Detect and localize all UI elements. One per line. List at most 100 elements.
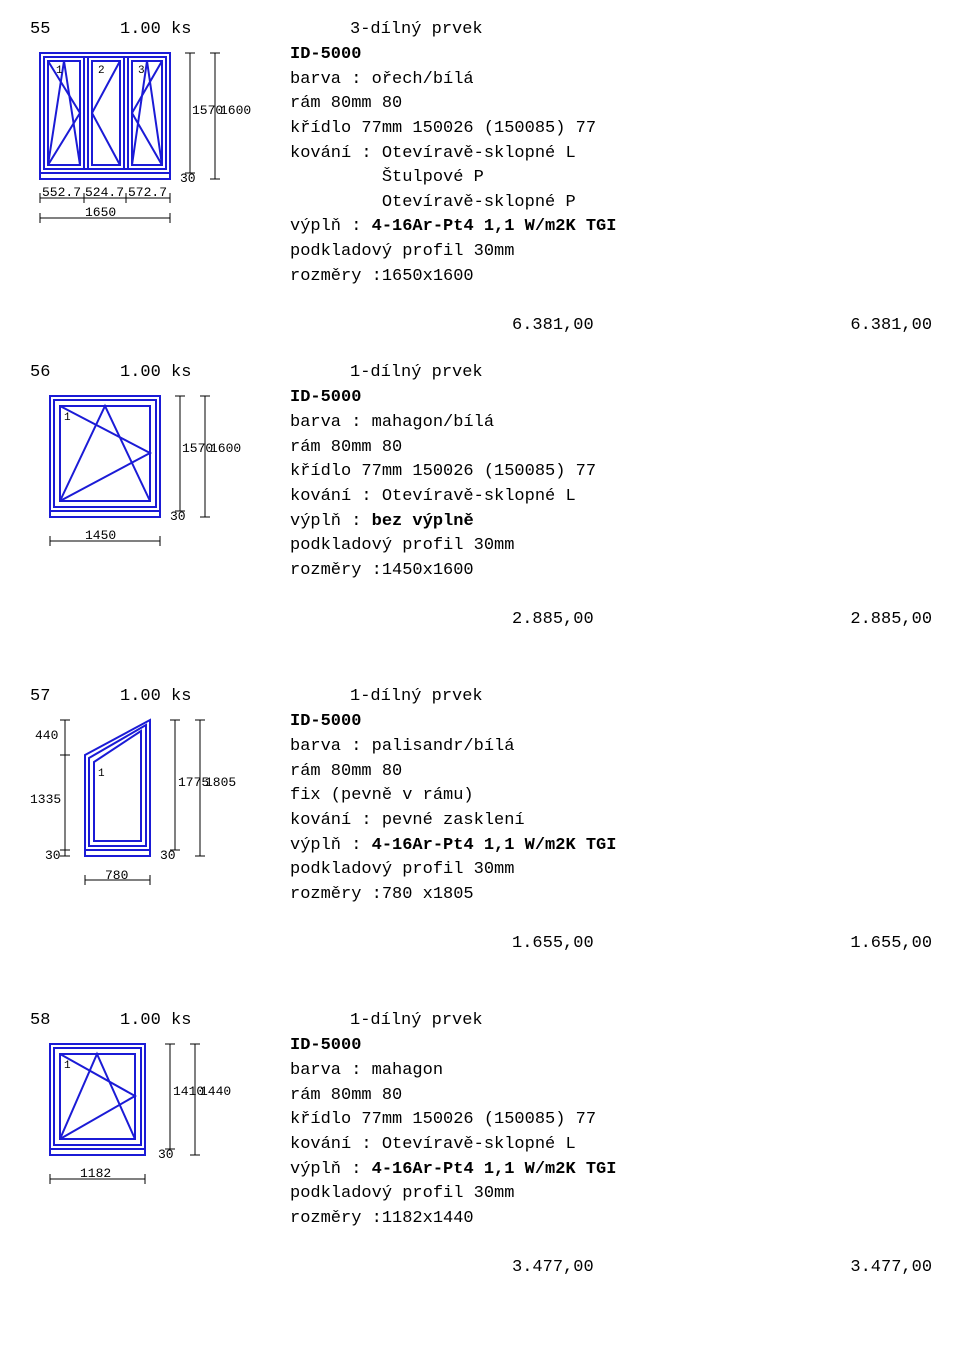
dim-label: 780 <box>105 868 128 883</box>
item-title: 1-dílný prvek <box>290 687 483 706</box>
spec-line: kování : Otevíravě-sklopné L <box>290 485 942 510</box>
spec-text: ID-5000 barva : mahagon rám 80mm 80 kříd… <box>290 1034 942 1305</box>
spec-line: rám 80mm 80 <box>290 92 942 117</box>
price-total: 1.655,00 <box>812 932 932 957</box>
item-header: 56 1.00 ks 1-dílný prvek <box>30 363 930 382</box>
svg-text:3: 3 <box>138 65 145 77</box>
spec-line: barva : ořech/bílá <box>290 68 942 93</box>
quantity: 1.00 ks <box>60 20 290 39</box>
spec-line: barva : mahagon <box>290 1059 942 1084</box>
price-unit: 6.381,00 <box>392 314 812 339</box>
drawing-57: 1 <box>30 710 280 910</box>
item-56: 56 1.00 ks 1-dílný prvek 1 <box>30 363 930 657</box>
dim-label: 1600 <box>220 103 251 118</box>
spec-line: rám 80mm 80 <box>290 1084 942 1109</box>
product-id: ID-5000 <box>290 386 942 411</box>
quantity: 1.00 ks <box>60 687 290 706</box>
item-title: 1-dílný prvek <box>290 1011 483 1030</box>
item-header: 58 1.00 ks 1-dílný prvek <box>30 1011 930 1030</box>
spec-line: rám 80mm 80 <box>290 760 942 785</box>
dim-label: 1570 <box>182 441 213 456</box>
dim-label: 1182 <box>80 1166 111 1181</box>
dim-label: 1450 <box>85 528 116 543</box>
pos-number: 56 <box>30 363 60 382</box>
spec-line: rozměry :1182x1440 <box>290 1207 942 1232</box>
fill-label: výplň : <box>290 836 372 855</box>
pos-number: 55 <box>30 20 60 39</box>
spec-line: podkladový profil 30mm <box>290 858 942 883</box>
item-title: 1-dílný prvek <box>290 363 483 382</box>
dim-label: 30 <box>180 171 196 186</box>
price-unit: 1.655,00 <box>392 932 812 957</box>
price-row: 3.477,003.477,00 <box>290 1232 942 1306</box>
pos-number: 58 <box>30 1011 60 1030</box>
dim-label: 1570 <box>192 103 223 118</box>
dim-label: 1335 <box>30 792 61 807</box>
price-row: 6.381,006.381,00 <box>290 289 942 363</box>
fill-value: 4-16Ar-Pt4 1,1 W/m2K TGI <box>372 836 617 855</box>
page: 55 1.00 ks 3-dílný prvek <box>0 0 960 1345</box>
dim-label: 30 <box>170 509 186 524</box>
spec-text: ID-5000 barva : palisandr/bílá rám 80mm … <box>290 710 942 981</box>
item-header: 55 1.00 ks 3-dílný prvek <box>30 20 930 39</box>
spec-line: Štulpové P <box>290 166 942 191</box>
fill-line: výplň : 4-16Ar-Pt4 1,1 W/m2K TGI <box>290 1158 942 1183</box>
svg-text:1: 1 <box>64 412 71 424</box>
spec-line: Otevíravě-sklopné P <box>290 191 942 216</box>
fill-label: výplň : <box>290 512 372 531</box>
spec-line: podkladový profil 30mm <box>290 534 942 559</box>
product-id: ID-5000 <box>290 43 942 68</box>
fill-label: výplň : <box>290 1160 372 1179</box>
product-id: ID-5000 <box>290 1034 942 1059</box>
fill-label: výplň : <box>290 217 372 236</box>
svg-text:2: 2 <box>98 65 105 77</box>
dim-label: 440 <box>35 728 58 743</box>
dim-label: 1650 <box>85 205 116 220</box>
dim-label: 1600 <box>210 441 241 456</box>
price-unit: 2.885,00 <box>392 608 812 633</box>
spec-text: ID-5000 barva : mahagon/bílá rám 80mm 80… <box>290 386 942 657</box>
spec-text: ID-5000 barva : ořech/bílá rám 80mm 80 k… <box>290 43 942 363</box>
spec-line: podkladový profil 30mm <box>290 1182 942 1207</box>
quantity: 1.00 ks <box>60 1011 290 1030</box>
fill-value: 4-16Ar-Pt4 1,1 W/m2K TGI <box>372 217 617 236</box>
fill-line: výplň : bez výplně <box>290 510 942 535</box>
spec-line: barva : palisandr/bílá <box>290 735 942 760</box>
spec-line: rozměry :1450x1600 <box>290 559 942 584</box>
spec-line: podkladový profil 30mm <box>290 240 942 265</box>
dim-label: 1805 <box>205 775 236 790</box>
drawing-55: 1 2 3 <box>30 43 280 243</box>
dim-label: 30 <box>160 848 176 863</box>
dim-label: 1440 <box>200 1084 231 1099</box>
item-57: 57 1.00 ks 1-dílný prvek 1 <box>30 687 930 981</box>
fill-line: výplň : 4-16Ar-Pt4 1,1 W/m2K TGI <box>290 834 942 859</box>
quantity: 1.00 ks <box>60 363 290 382</box>
dim-label: 524.7 <box>85 185 124 200</box>
price-total: 6.381,00 <box>812 314 932 339</box>
item-55: 55 1.00 ks 3-dílný prvek <box>30 20 930 363</box>
dim-label: 572.7 <box>128 185 167 200</box>
spec-line: rozměry :780 x1805 <box>290 883 942 908</box>
spec-line: barva : mahagon/bílá <box>290 411 942 436</box>
svg-text:1: 1 <box>98 768 105 780</box>
fill-line: výplň : 4-16Ar-Pt4 1,1 W/m2K TGI <box>290 215 942 240</box>
svg-text:1: 1 <box>64 1060 71 1072</box>
fill-value: bez výplně <box>372 512 474 531</box>
price-total: 3.477,00 <box>812 1256 932 1281</box>
spec-line: kování : Otevíravě-sklopné L <box>290 142 942 167</box>
price-total: 2.885,00 <box>812 608 932 633</box>
drawing-56: 1 1570 1600 30 1450 <box>30 386 280 566</box>
item-58: 58 1.00 ks 1-dílný prvek 1 <box>30 1011 930 1305</box>
spec-line: fix (pevně v rámu) <box>290 784 942 809</box>
item-title: 3-dílný prvek <box>290 20 483 39</box>
spec-line: křídlo 77mm 150026 (150085) 77 <box>290 1108 942 1133</box>
spec-line: křídlo 77mm 150026 (150085) 77 <box>290 117 942 142</box>
price-unit: 3.477,00 <box>392 1256 812 1281</box>
spec-line: kování : pevné zasklení <box>290 809 942 834</box>
fill-value: 4-16Ar-Pt4 1,1 W/m2K TGI <box>372 1160 617 1179</box>
spec-line: rozměry :1650x1600 <box>290 265 942 290</box>
spec-line: kování : Otevíravě-sklopné L <box>290 1133 942 1158</box>
item-header: 57 1.00 ks 1-dílný prvek <box>30 687 930 706</box>
pos-number: 57 <box>30 687 60 706</box>
product-id: ID-5000 <box>290 710 942 735</box>
